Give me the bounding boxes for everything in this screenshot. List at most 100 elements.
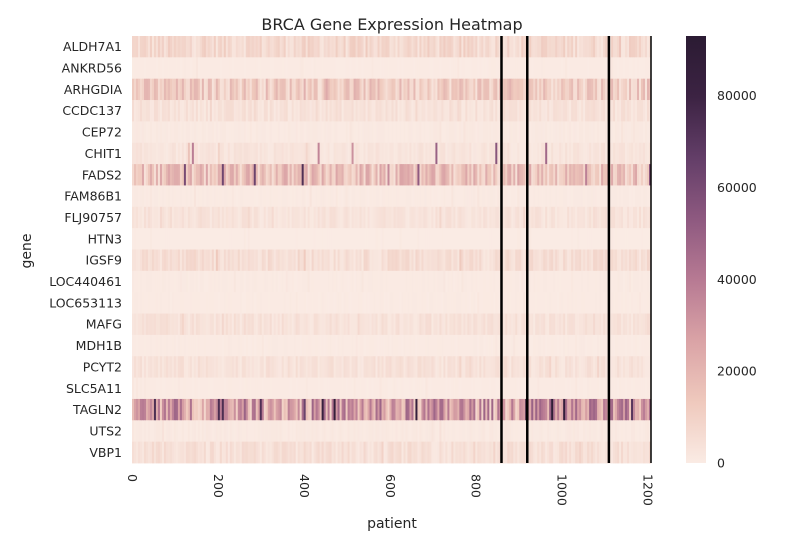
- heatmap-cell: [643, 36, 646, 58]
- heatmap-cell: [195, 270, 199, 293]
- heatmap-cell: [165, 377, 169, 400]
- heatmap-cell: [609, 206, 612, 229]
- heatmap-cell: [167, 36, 171, 58]
- heatmap-cell: [601, 142, 604, 165]
- heatmap-cell: [391, 249, 394, 272]
- heatmap-cell: [287, 121, 291, 144]
- heatmap-cell: [301, 78, 305, 101]
- heatmap-cell: [581, 420, 584, 443]
- heatmap-cell: [335, 164, 339, 186]
- heatmap-cell: [213, 228, 217, 250]
- heatmap-cell: [481, 100, 484, 122]
- heatmap-cell: [585, 164, 588, 186]
- heatmap-cell: [351, 313, 354, 336]
- heatmap-cell: [413, 142, 416, 165]
- heatmap-cell: [195, 356, 199, 378]
- heatmap-cell: [637, 420, 640, 443]
- heatmap-cell: [163, 249, 167, 272]
- heatmap-cell: [327, 78, 331, 101]
- heatmap-cell: [175, 100, 179, 122]
- heatmap-cell: [485, 78, 488, 101]
- heatmap-cell: [139, 249, 143, 272]
- heatmap-cell: [353, 313, 356, 336]
- heatmap-cell: [433, 78, 436, 101]
- heatmap-cell: [132, 377, 135, 400]
- heatmap-cell: [641, 334, 644, 357]
- heatmap-cell: [441, 313, 444, 336]
- heatmap-cell: [621, 164, 624, 186]
- heatmap-cell: [455, 398, 458, 421]
- heatmap-cell: [195, 36, 199, 58]
- heatmap-cell: [521, 398, 524, 421]
- heatmap-cell: [265, 249, 269, 272]
- heatmap-cell: [333, 270, 337, 293]
- heatmap-cell: [245, 398, 249, 421]
- heatmap-cell: [193, 313, 197, 336]
- heatmap-cell: [191, 164, 195, 186]
- heatmap-cell: [403, 206, 406, 229]
- heatmap-cell: [235, 441, 239, 464]
- heatmap-cell: [185, 121, 189, 144]
- heatmap-cell: [259, 334, 263, 357]
- heatmap-cell: [387, 164, 390, 186]
- heatmap-cell: [603, 36, 606, 58]
- heatmap-cell: [243, 313, 247, 336]
- heatmap-cell: [249, 78, 253, 101]
- heatmap-cell: [417, 164, 420, 186]
- heatmap-cell: [285, 270, 289, 293]
- heatmap-cell: [161, 185, 165, 208]
- heatmap-cell: [371, 356, 374, 378]
- heatmap-cell: [379, 270, 382, 293]
- heatmap-cell: [451, 334, 454, 357]
- heatmap-cell: [369, 57, 372, 80]
- heatmap-cell: [639, 57, 642, 80]
- heatmap-cell: [375, 36, 378, 58]
- heatmap-cell: [461, 420, 464, 443]
- heatmap-cell: [517, 356, 520, 378]
- heatmap-cell: [453, 100, 456, 122]
- heatmap-cell: [193, 206, 197, 229]
- heatmap-cell: [349, 313, 352, 336]
- heatmap-cell: [449, 164, 452, 186]
- heatmap-cell: [441, 356, 444, 378]
- heatmap-cell: [191, 100, 195, 122]
- heatmap-cell: [427, 78, 430, 101]
- heatmap-cell: [177, 100, 181, 122]
- heatmap-cell: [637, 164, 640, 186]
- heatmap-cell: [537, 78, 540, 101]
- heatmap-cell: [315, 313, 319, 336]
- heatmap-cell: [427, 228, 430, 250]
- heatmap-cell: [577, 142, 580, 165]
- heatmap-cell: [273, 185, 277, 208]
- heatmap-cell: [263, 121, 267, 144]
- heatmap-cell: [285, 420, 289, 443]
- heatmap-cell: [395, 334, 398, 357]
- heatmap-cell: [291, 142, 295, 165]
- heatmap-cell: [283, 142, 287, 165]
- heatmap-cell: [269, 121, 273, 144]
- heatmap-cell: [533, 185, 536, 208]
- heatmap-cell: [429, 36, 432, 58]
- heatmap-cell: [315, 142, 319, 165]
- heatmap-cell: [509, 420, 512, 443]
- heatmap-cell: [183, 206, 187, 229]
- heatmap-cell: [339, 249, 342, 272]
- heatmap-cell: [157, 100, 161, 122]
- heatmap-cell: [483, 249, 486, 272]
- heatmap-cell: [305, 249, 309, 272]
- heatmap-cell: [549, 121, 552, 144]
- heatmap-cell: [339, 334, 342, 357]
- heatmap-cell: [257, 100, 261, 122]
- heatmap-cell: [595, 57, 598, 80]
- heatmap-cell: [219, 334, 223, 357]
- heatmap-cell: [597, 228, 600, 250]
- heatmap-cell: [531, 142, 534, 165]
- heatmap-cell: [273, 206, 277, 229]
- heatmap-cell: [463, 313, 466, 336]
- heatmap-cell: [391, 36, 394, 58]
- heatmap-cell: [187, 121, 191, 144]
- heatmap-cell: [419, 313, 422, 336]
- heatmap-cell: [281, 356, 285, 378]
- heatmap-cell: [341, 420, 344, 443]
